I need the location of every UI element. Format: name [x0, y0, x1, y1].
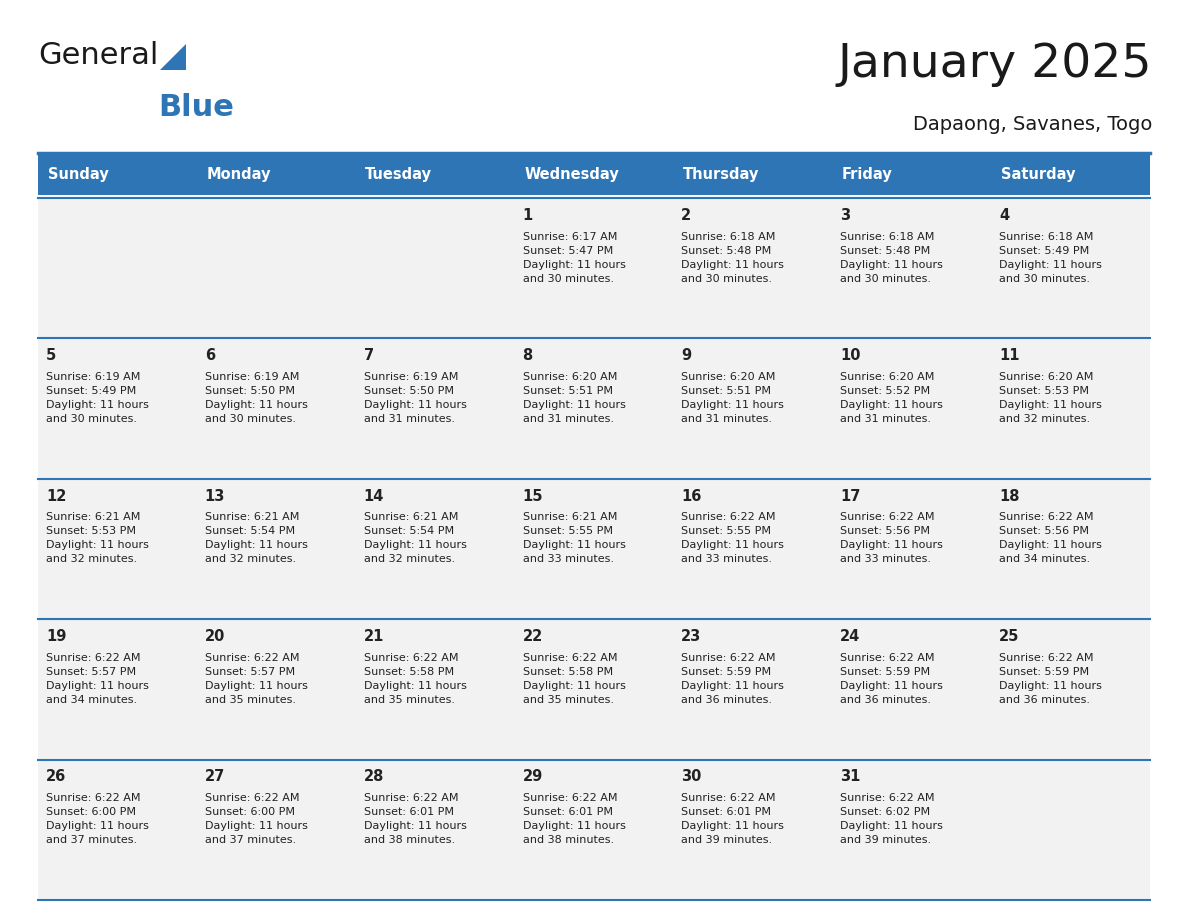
Text: Sunrise: 6:19 AM
Sunset: 5:50 PM
Daylight: 11 hours
and 31 minutes.: Sunrise: 6:19 AM Sunset: 5:50 PM Dayligh…	[364, 372, 467, 424]
Text: Dapaong, Savanes, Togo: Dapaong, Savanes, Togo	[914, 115, 1152, 134]
Text: Sunday: Sunday	[48, 166, 108, 182]
Text: Sunrise: 6:22 AM
Sunset: 5:56 PM
Daylight: 11 hours
and 34 minutes.: Sunrise: 6:22 AM Sunset: 5:56 PM Dayligh…	[999, 512, 1102, 565]
Text: Sunrise: 6:20 AM
Sunset: 5:52 PM
Daylight: 11 hours
and 31 minutes.: Sunrise: 6:20 AM Sunset: 5:52 PM Dayligh…	[840, 372, 943, 424]
Text: Sunrise: 6:22 AM
Sunset: 6:00 PM
Daylight: 11 hours
and 37 minutes.: Sunrise: 6:22 AM Sunset: 6:00 PM Dayligh…	[204, 793, 308, 845]
Text: Sunrise: 6:22 AM
Sunset: 6:02 PM
Daylight: 11 hours
and 39 minutes.: Sunrise: 6:22 AM Sunset: 6:02 PM Dayligh…	[840, 793, 943, 845]
Text: Sunrise: 6:21 AM
Sunset: 5:54 PM
Daylight: 11 hours
and 32 minutes.: Sunrise: 6:21 AM Sunset: 5:54 PM Dayligh…	[364, 512, 467, 565]
Text: Sunrise: 6:22 AM
Sunset: 6:01 PM
Daylight: 11 hours
and 38 minutes.: Sunrise: 6:22 AM Sunset: 6:01 PM Dayligh…	[523, 793, 625, 845]
Text: 6: 6	[204, 348, 215, 364]
Text: Sunrise: 6:21 AM
Sunset: 5:54 PM
Daylight: 11 hours
and 32 minutes.: Sunrise: 6:21 AM Sunset: 5:54 PM Dayligh…	[204, 512, 308, 565]
Text: 21: 21	[364, 629, 384, 644]
Text: Sunrise: 6:18 AM
Sunset: 5:48 PM
Daylight: 11 hours
and 30 minutes.: Sunrise: 6:18 AM Sunset: 5:48 PM Dayligh…	[682, 231, 784, 284]
Text: Thursday: Thursday	[683, 166, 759, 182]
Text: 23: 23	[682, 629, 702, 644]
Text: 30: 30	[682, 769, 702, 784]
Text: 28: 28	[364, 769, 384, 784]
Text: 14: 14	[364, 488, 384, 504]
Text: Sunrise: 6:22 AM
Sunset: 5:59 PM
Daylight: 11 hours
and 36 minutes.: Sunrise: 6:22 AM Sunset: 5:59 PM Dayligh…	[682, 653, 784, 705]
Text: Sunrise: 6:20 AM
Sunset: 5:51 PM
Daylight: 11 hours
and 31 minutes.: Sunrise: 6:20 AM Sunset: 5:51 PM Dayligh…	[682, 372, 784, 424]
Text: Sunrise: 6:22 AM
Sunset: 5:58 PM
Daylight: 11 hours
and 35 minutes.: Sunrise: 6:22 AM Sunset: 5:58 PM Dayligh…	[364, 653, 467, 705]
Text: Sunrise: 6:18 AM
Sunset: 5:49 PM
Daylight: 11 hours
and 30 minutes.: Sunrise: 6:18 AM Sunset: 5:49 PM Dayligh…	[999, 231, 1102, 284]
Text: Friday: Friday	[842, 166, 892, 182]
Text: Blue: Blue	[158, 93, 234, 122]
Text: 18: 18	[999, 488, 1019, 504]
Text: Sunrise: 6:22 AM
Sunset: 6:00 PM
Daylight: 11 hours
and 37 minutes.: Sunrise: 6:22 AM Sunset: 6:00 PM Dayligh…	[46, 793, 148, 845]
Text: Sunrise: 6:18 AM
Sunset: 5:48 PM
Daylight: 11 hours
and 30 minutes.: Sunrise: 6:18 AM Sunset: 5:48 PM Dayligh…	[840, 231, 943, 284]
Text: Sunrise: 6:22 AM
Sunset: 6:01 PM
Daylight: 11 hours
and 38 minutes.: Sunrise: 6:22 AM Sunset: 6:01 PM Dayligh…	[364, 793, 467, 845]
Text: Sunrise: 6:21 AM
Sunset: 5:53 PM
Daylight: 11 hours
and 32 minutes.: Sunrise: 6:21 AM Sunset: 5:53 PM Dayligh…	[46, 512, 148, 565]
Text: 20: 20	[204, 629, 226, 644]
Text: Sunrise: 6:22 AM
Sunset: 5:58 PM
Daylight: 11 hours
and 35 minutes.: Sunrise: 6:22 AM Sunset: 5:58 PM Dayligh…	[523, 653, 625, 705]
Text: 8: 8	[523, 348, 532, 364]
Text: Sunrise: 6:19 AM
Sunset: 5:49 PM
Daylight: 11 hours
and 30 minutes.: Sunrise: 6:19 AM Sunset: 5:49 PM Dayligh…	[46, 372, 148, 424]
Text: 1: 1	[523, 207, 532, 223]
Text: 27: 27	[204, 769, 225, 784]
Text: Sunrise: 6:22 AM
Sunset: 5:57 PM
Daylight: 11 hours
and 34 minutes.: Sunrise: 6:22 AM Sunset: 5:57 PM Dayligh…	[46, 653, 148, 705]
Text: Sunrise: 6:22 AM
Sunset: 5:55 PM
Daylight: 11 hours
and 33 minutes.: Sunrise: 6:22 AM Sunset: 5:55 PM Dayligh…	[682, 512, 784, 565]
Text: 19: 19	[46, 629, 67, 644]
Text: 25: 25	[999, 629, 1019, 644]
Text: Sunrise: 6:17 AM
Sunset: 5:47 PM
Daylight: 11 hours
and 30 minutes.: Sunrise: 6:17 AM Sunset: 5:47 PM Dayligh…	[523, 231, 625, 284]
Text: 16: 16	[682, 488, 702, 504]
Text: 29: 29	[523, 769, 543, 784]
Text: 11: 11	[999, 348, 1019, 364]
Text: Saturday: Saturday	[1000, 166, 1075, 182]
Text: Sunrise: 6:22 AM
Sunset: 5:56 PM
Daylight: 11 hours
and 33 minutes.: Sunrise: 6:22 AM Sunset: 5:56 PM Dayligh…	[840, 512, 943, 565]
Text: Sunrise: 6:22 AM
Sunset: 6:01 PM
Daylight: 11 hours
and 39 minutes.: Sunrise: 6:22 AM Sunset: 6:01 PM Dayligh…	[682, 793, 784, 845]
Text: 24: 24	[840, 629, 860, 644]
Polygon shape	[160, 44, 187, 70]
Text: 10: 10	[840, 348, 861, 364]
Text: Sunrise: 6:20 AM
Sunset: 5:53 PM
Daylight: 11 hours
and 32 minutes.: Sunrise: 6:20 AM Sunset: 5:53 PM Dayligh…	[999, 372, 1102, 424]
Text: Sunrise: 6:19 AM
Sunset: 5:50 PM
Daylight: 11 hours
and 30 minutes.: Sunrise: 6:19 AM Sunset: 5:50 PM Dayligh…	[204, 372, 308, 424]
Text: 7: 7	[364, 348, 374, 364]
Text: Wednesday: Wednesday	[524, 166, 619, 182]
Text: 22: 22	[523, 629, 543, 644]
Text: 26: 26	[46, 769, 67, 784]
Text: General: General	[38, 41, 158, 70]
Text: Sunrise: 6:20 AM
Sunset: 5:51 PM
Daylight: 11 hours
and 31 minutes.: Sunrise: 6:20 AM Sunset: 5:51 PM Dayligh…	[523, 372, 625, 424]
Text: Sunrise: 6:21 AM
Sunset: 5:55 PM
Daylight: 11 hours
and 33 minutes.: Sunrise: 6:21 AM Sunset: 5:55 PM Dayligh…	[523, 512, 625, 565]
Text: January 2025: January 2025	[838, 42, 1152, 87]
Text: 3: 3	[840, 207, 851, 223]
Text: 4: 4	[999, 207, 1010, 223]
Text: 31: 31	[840, 769, 860, 784]
Text: 5: 5	[46, 348, 56, 364]
Text: 17: 17	[840, 488, 860, 504]
Text: Sunrise: 6:22 AM
Sunset: 5:59 PM
Daylight: 11 hours
and 36 minutes.: Sunrise: 6:22 AM Sunset: 5:59 PM Dayligh…	[999, 653, 1102, 705]
Text: 2: 2	[682, 207, 691, 223]
Text: Sunrise: 6:22 AM
Sunset: 5:59 PM
Daylight: 11 hours
and 36 minutes.: Sunrise: 6:22 AM Sunset: 5:59 PM Dayligh…	[840, 653, 943, 705]
Text: 15: 15	[523, 488, 543, 504]
Text: 12: 12	[46, 488, 67, 504]
Text: Tuesday: Tuesday	[365, 166, 432, 182]
Text: 9: 9	[682, 348, 691, 364]
Text: Sunrise: 6:22 AM
Sunset: 5:57 PM
Daylight: 11 hours
and 35 minutes.: Sunrise: 6:22 AM Sunset: 5:57 PM Dayligh…	[204, 653, 308, 705]
Text: 13: 13	[204, 488, 226, 504]
Text: Monday: Monday	[207, 166, 271, 182]
